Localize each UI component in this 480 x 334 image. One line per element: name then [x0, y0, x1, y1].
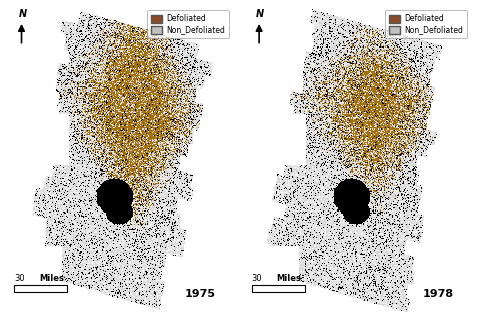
Text: Miles: Miles: [39, 274, 64, 283]
Legend: Defoliated, Non_Defoliated: Defoliated, Non_Defoliated: [385, 10, 467, 38]
Bar: [14, 285, 67, 293]
Text: N: N: [256, 9, 264, 19]
Text: 1978: 1978: [422, 289, 454, 299]
Text: 30: 30: [252, 274, 262, 283]
Text: 30: 30: [14, 274, 24, 283]
Bar: [252, 285, 305, 293]
Text: N: N: [18, 9, 26, 19]
Legend: Defoliated, Non_Defoliated: Defoliated, Non_Defoliated: [147, 10, 229, 38]
Text: Miles: Miles: [276, 274, 301, 283]
Text: 1975: 1975: [185, 289, 216, 299]
